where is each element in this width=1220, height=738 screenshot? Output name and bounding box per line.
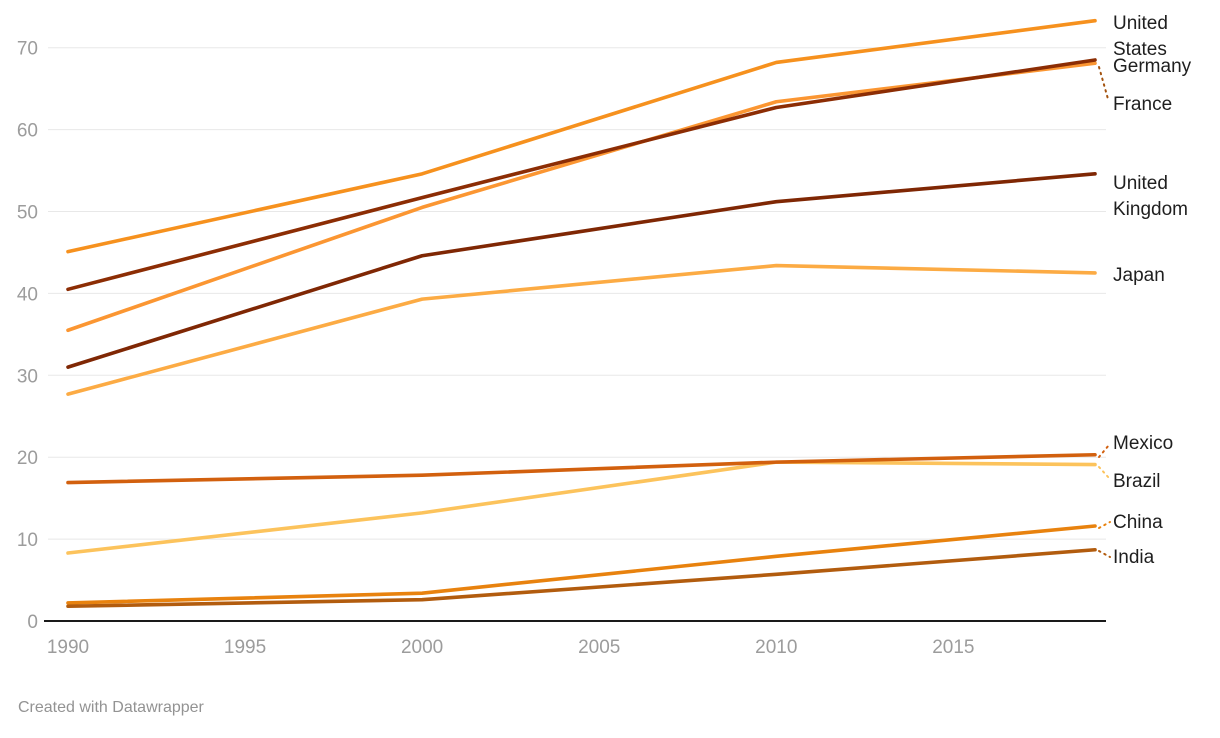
series-label-germany: Germany: [1113, 56, 1192, 77]
series-line-china: [66, 524, 1097, 605]
y-axis-tick-label: 70: [17, 39, 38, 60]
x-axis-tick-label: 2000: [401, 637, 443, 658]
y-axis-tick-label: 10: [17, 530, 38, 551]
series-line-germany: [66, 58, 1097, 292]
series-label-china: China: [1113, 512, 1163, 533]
x-axis-tick-label: 2015: [932, 637, 974, 658]
line-chart-canvas: 0 10 20 30 40 50 60 70 1990 1995 2000 2005 2010 2015 U…: [17, 13, 1192, 658]
label-leader-brazil: [1098, 466, 1110, 479]
x-axis-tick-label: 1990: [47, 637, 89, 658]
series-line-india: [66, 547, 1097, 609]
series-line-france: [66, 61, 1097, 333]
label-leader-india: [1098, 550, 1111, 558]
series-line-japan: [66, 263, 1097, 396]
x-axis-tick-label: 2005: [578, 637, 620, 658]
label-leader-china: [1098, 521, 1111, 529]
series-label-united-kingdom: Kingdom: [1113, 199, 1188, 220]
y-axis-tick-label: 0: [27, 612, 38, 633]
series-label-united-states: United: [1113, 13, 1168, 34]
series-line-united-states: [66, 18, 1097, 254]
series-label-india: India: [1113, 547, 1155, 568]
series-line-mexico: [66, 452, 1097, 485]
y-axis-tick-label: 20: [17, 448, 38, 469]
datawrapper-credit: Created with Datawrapper: [18, 699, 204, 716]
y-axis-tick-label: 50: [17, 203, 38, 224]
label-leader-france: [1098, 66, 1109, 100]
series-label-mexico: Mexico: [1113, 433, 1173, 454]
y-axis-tick-label: 40: [17, 284, 38, 305]
x-axis-tick-label: 1995: [224, 637, 266, 658]
series-line-united-kingdom: [66, 172, 1097, 369]
series-label-france: France: [1113, 94, 1172, 115]
series-label-united-kingdom: United: [1113, 173, 1168, 194]
y-axis-tick-label: 30: [17, 366, 38, 387]
series-label-japan: Japan: [1113, 265, 1165, 286]
series-label-united-states: States: [1113, 39, 1167, 60]
series-label-brazil: Brazil: [1113, 471, 1161, 492]
x-axis-tick-label: 2010: [755, 637, 797, 658]
series-line-brazil: [66, 460, 1097, 555]
y-axis-tick-label: 60: [17, 121, 38, 142]
label-leader-mexico: [1098, 444, 1110, 458]
